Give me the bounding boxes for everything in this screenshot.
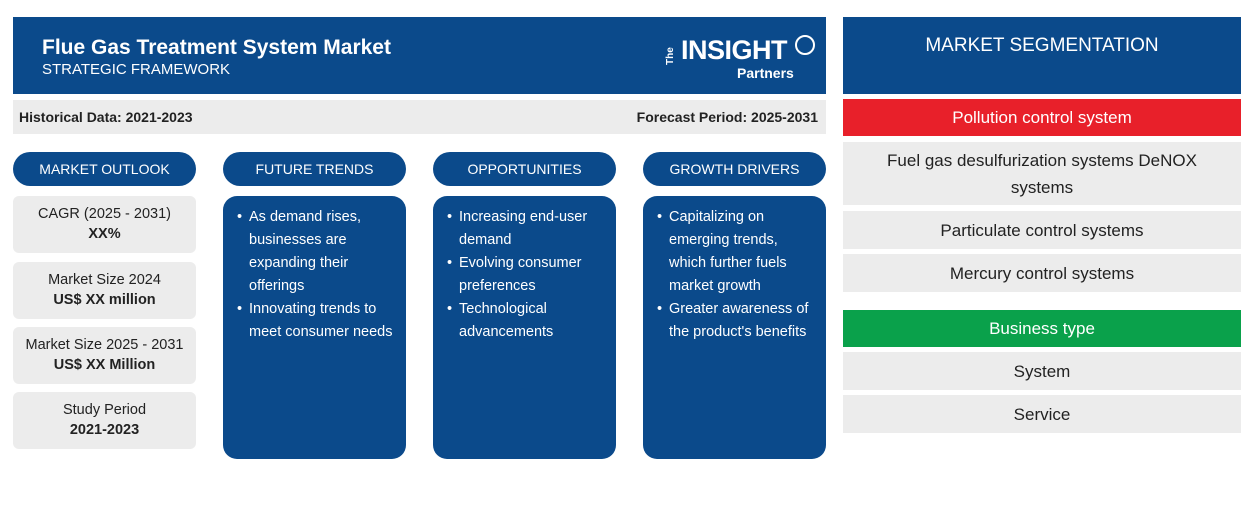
stat-value: US$ XX Million xyxy=(53,357,156,373)
stat-label: CAGR (2025 - 2031) xyxy=(38,206,171,222)
page-subtitle: STRATEGIC FRAMEWORK xyxy=(42,61,231,78)
stat-value: US$ XX million xyxy=(53,292,156,308)
stat-market-size-forecast: Market Size 2025 - 2031 US$ XX Million xyxy=(13,327,196,384)
page-title: Flue Gas Treatment System Market xyxy=(42,36,391,59)
list-item: Evolving consumer preferences xyxy=(447,252,608,298)
stat-market-size-2024: Market Size 2024 US$ XX million xyxy=(13,262,196,319)
stat-label: Study Period xyxy=(62,402,147,418)
insight-partners-logo: The INSIGHT Partners xyxy=(665,35,815,81)
future-trends-pill: FUTURE TRENDS xyxy=(223,152,406,186)
list-item: Innovating trends to meet consumer needs xyxy=(237,298,398,344)
stat-study-period: Study Period 2021-2023 xyxy=(13,392,196,449)
logo-ring-icon xyxy=(795,35,815,55)
market-outlook-pill: MARKET OUTLOOK xyxy=(13,152,196,186)
segment-category-business-type: Business type xyxy=(843,310,1241,347)
opportunities-panel: Increasing end-user demand Evolving cons… xyxy=(433,196,616,459)
stat-label: Market Size 2025 - 2031 xyxy=(25,337,184,353)
data-period-bar: Historical Data: 2021-2023 Forecast Peri… xyxy=(13,100,826,134)
segment-item: Fuel gas desulfurization systems DeNOX s… xyxy=(843,142,1241,205)
future-trends-panel: As demand rises, businesses are expandin… xyxy=(223,196,406,459)
list-item: Greater awareness of the product's benef… xyxy=(657,298,818,344)
list-item: Capitalizing on emerging trends, which f… xyxy=(657,206,818,298)
growth-drivers-panel: Capitalizing on emerging trends, which f… xyxy=(643,196,826,459)
forecast-period: Forecast Period: 2025-2031 xyxy=(636,109,818,125)
segmentation-title: MARKET SEGMENTATION xyxy=(843,17,1241,94)
list-item: Technological advancements xyxy=(447,298,608,344)
logo-partners: Partners xyxy=(737,65,794,81)
segment-item: Mercury control systems xyxy=(843,254,1241,292)
stat-cagr: CAGR (2025 - 2031) XX% xyxy=(13,196,196,253)
segment-item: Particulate control systems xyxy=(843,211,1241,249)
growth-drivers-pill: GROWTH DRIVERS xyxy=(643,152,826,186)
header-banner: Flue Gas Treatment System Market STRATEG… xyxy=(13,17,826,94)
list-item: As demand rises, businesses are expandin… xyxy=(237,206,398,298)
logo-insight: INSIGHT xyxy=(681,35,788,65)
stat-label: Market Size 2024 xyxy=(48,272,161,288)
segment-item: Service xyxy=(843,395,1241,433)
historical-data: Historical Data: 2021-2023 xyxy=(19,109,193,125)
segment-item: System xyxy=(843,352,1241,390)
stat-value: XX% xyxy=(88,226,121,242)
stat-value: 2021-2023 xyxy=(69,422,140,438)
list-item: Increasing end-user demand xyxy=(447,206,608,252)
segment-category-pollution-control: Pollution control system xyxy=(843,99,1241,136)
opportunities-pill: OPPORTUNITIES xyxy=(433,152,616,186)
logo-the: The xyxy=(665,47,676,65)
